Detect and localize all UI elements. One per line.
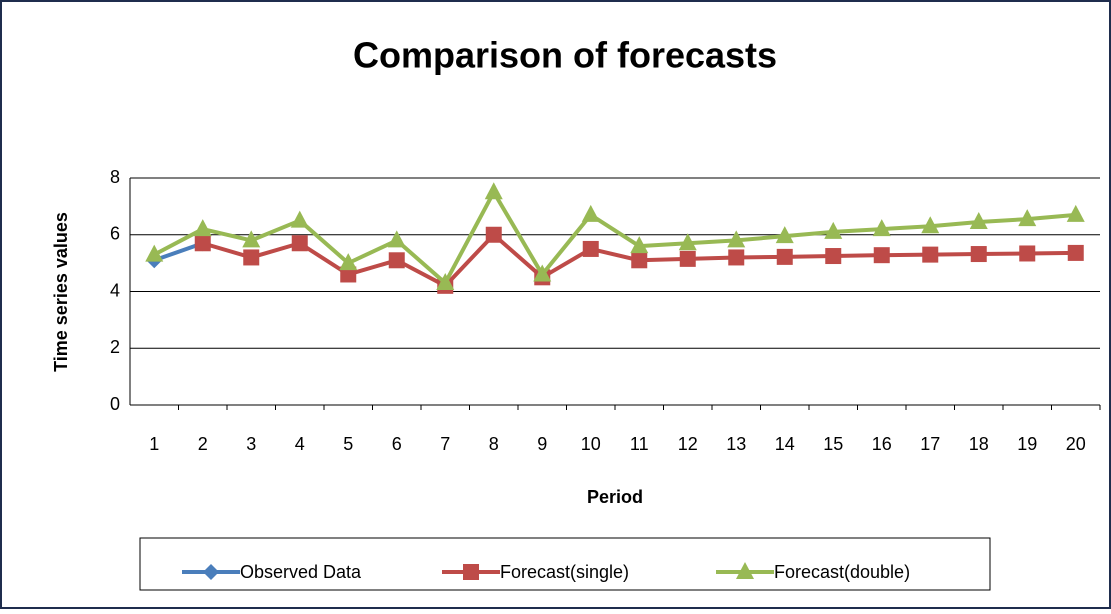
x-tick-label: 10 bbox=[581, 434, 601, 454]
marker bbox=[533, 264, 552, 282]
marker bbox=[484, 182, 503, 200]
marker bbox=[872, 219, 891, 237]
marker bbox=[736, 562, 754, 579]
chart-title: Comparison of forecasts bbox=[353, 35, 777, 76]
legend-box bbox=[139, 537, 991, 591]
x-tick-label: 1 bbox=[149, 434, 159, 454]
x-axis-title: Period bbox=[587, 487, 643, 507]
y-tick-label: 2 bbox=[110, 337, 120, 357]
marker bbox=[630, 236, 649, 254]
marker bbox=[581, 204, 600, 222]
marker bbox=[776, 248, 793, 265]
legend-label: Observed Data bbox=[240, 562, 362, 582]
x-tick-label: 12 bbox=[678, 434, 698, 454]
x-tick-label: 2 bbox=[198, 434, 208, 454]
x-tick-label: 6 bbox=[392, 434, 402, 454]
marker bbox=[1067, 244, 1084, 261]
legend-label: Forecast(single) bbox=[500, 562, 629, 582]
x-tick-label: 7 bbox=[440, 434, 450, 454]
marker bbox=[291, 235, 308, 252]
marker bbox=[678, 233, 697, 251]
marker bbox=[825, 248, 842, 265]
y-tick-label: 6 bbox=[110, 224, 120, 244]
x-tick-label: 14 bbox=[775, 434, 795, 454]
marker bbox=[727, 230, 746, 248]
marker bbox=[242, 230, 261, 248]
marker bbox=[290, 210, 309, 228]
series-line bbox=[153, 190, 1076, 285]
marker bbox=[679, 250, 696, 267]
marker bbox=[824, 221, 843, 239]
marker bbox=[387, 230, 406, 248]
marker bbox=[203, 564, 219, 580]
y-axis-title: Time series values bbox=[51, 212, 71, 372]
marker bbox=[463, 564, 479, 580]
marker bbox=[1066, 204, 1085, 222]
x-tick-label: 15 bbox=[823, 434, 843, 454]
marker bbox=[970, 246, 987, 263]
x-tick-label: 18 bbox=[969, 434, 989, 454]
marker bbox=[873, 247, 890, 264]
marker bbox=[339, 253, 358, 271]
marker bbox=[243, 249, 260, 266]
marker bbox=[436, 272, 455, 290]
y-tick-label: 8 bbox=[110, 167, 120, 187]
x-tick-label: 8 bbox=[489, 434, 499, 454]
marker bbox=[145, 244, 164, 262]
marker bbox=[922, 246, 939, 263]
x-tick-label: 5 bbox=[343, 434, 353, 454]
marker bbox=[194, 235, 211, 252]
x-tick-label: 3 bbox=[246, 434, 256, 454]
marker bbox=[340, 266, 357, 283]
marker bbox=[582, 240, 599, 257]
x-tick-label: 17 bbox=[920, 434, 940, 454]
marker bbox=[193, 219, 212, 237]
x-tick-label: 13 bbox=[726, 434, 746, 454]
x-tick-label: 20 bbox=[1066, 434, 1086, 454]
x-tick-label: 11 bbox=[630, 434, 649, 454]
x-tick-label: 9 bbox=[537, 434, 547, 454]
x-tick-label: 16 bbox=[872, 434, 892, 454]
marker bbox=[485, 226, 502, 243]
marker bbox=[1019, 245, 1036, 262]
marker bbox=[921, 216, 940, 234]
x-tick-label: 4 bbox=[295, 434, 305, 454]
marker bbox=[631, 252, 648, 269]
marker bbox=[388, 252, 405, 269]
y-tick-label: 0 bbox=[110, 394, 120, 414]
marker bbox=[728, 249, 745, 266]
marker bbox=[1018, 209, 1037, 227]
y-tick-label: 4 bbox=[110, 280, 120, 300]
legend-label: Forecast(double) bbox=[774, 562, 910, 582]
series-line bbox=[153, 241, 204, 263]
marker bbox=[969, 211, 988, 229]
x-tick-label: 19 bbox=[1017, 434, 1037, 454]
marker bbox=[775, 226, 794, 244]
